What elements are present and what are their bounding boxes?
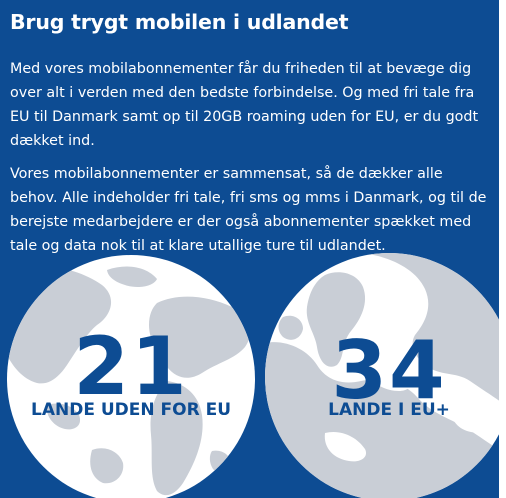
globe-eu: 34 LANDE I EU+	[265, 253, 499, 498]
globe-outside-eu: 21 LANDE UDEN FOR EU	[7, 255, 255, 498]
intro-paragraph: Med vores mobilabonnementer får du frihe…	[10, 61, 479, 149]
details-paragraph: Vores mobilabonnementer er sammensat, så…	[10, 166, 487, 254]
countries-outside-eu-label: LANDE UDEN FOR EU	[30, 400, 232, 420]
europe-map-illustration	[265, 253, 499, 498]
countries-eu-number: 34	[331, 324, 447, 417]
countries-eu-label: LANDE I EU+	[328, 400, 450, 420]
countries-outside-eu-number: 21	[73, 320, 189, 413]
world-map-illustration	[7, 266, 251, 496]
section-heading: Brug trygt mobilen i udlandet	[10, 10, 349, 34]
